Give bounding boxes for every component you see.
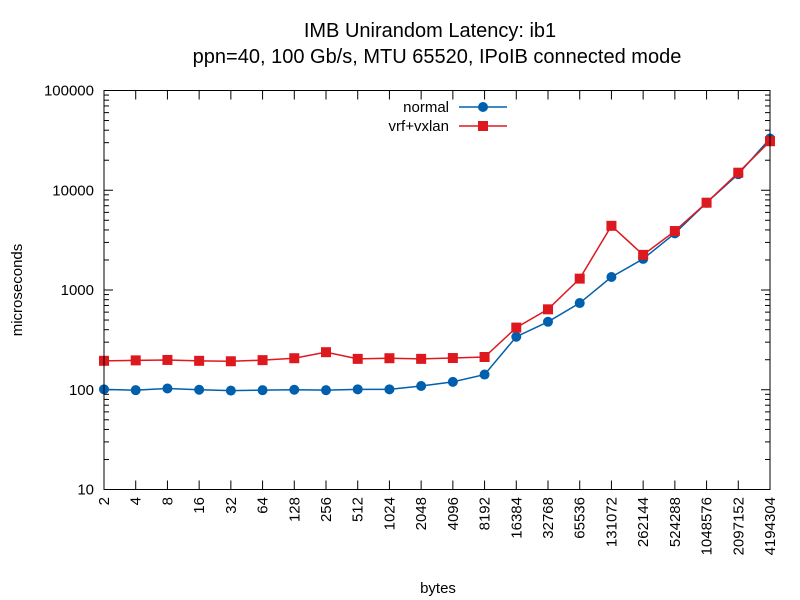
x-tick-label: 2 — [96, 497, 113, 505]
x-tick-label: 8192 — [477, 497, 494, 530]
x-tick-label: 32768 — [540, 497, 557, 539]
x-tick-label: 524288 — [667, 497, 684, 547]
plot-frame — [103, 90, 771, 490]
chart-title: IMB Unirandom Latency: ib1 — [304, 20, 556, 42]
x-tick-label: 8 — [159, 497, 176, 505]
data-point-circle — [225, 385, 236, 396]
x-tick-label: 256 — [318, 497, 335, 522]
data-point-square — [352, 353, 363, 364]
legend-label: vrf+vxlan — [389, 118, 449, 135]
x-tick-label: 128 — [286, 497, 303, 522]
data-point-circle — [130, 385, 141, 396]
data-point-circle — [416, 381, 427, 392]
y-tick-label: 100 — [69, 382, 94, 399]
x-tick-label: 2048 — [413, 497, 430, 530]
series-line — [103, 140, 771, 363]
legend: normal vrf+vxlan — [389, 99, 507, 135]
x-tick-label: 262144 — [635, 497, 652, 547]
x-tick-label: 2097152 — [730, 497, 747, 555]
data-point-circle — [321, 385, 331, 396]
x-tick-label: 1048576 — [699, 497, 716, 555]
data-point-circle — [511, 331, 522, 342]
axis-ticks: 10 100 1000 10000 100000 2 4 8 16 32 64 128 256 512 10… — [44, 83, 779, 556]
x-tick-label: 16 — [191, 497, 208, 514]
data-point-square — [574, 273, 585, 284]
data-point-square — [416, 353, 427, 364]
y-axis-label: microseconds — [9, 244, 26, 337]
data-point-circle — [574, 298, 585, 309]
x-tick-label: 16384 — [508, 497, 525, 539]
data-point-square — [321, 347, 331, 358]
x-tick-label: 131072 — [603, 497, 620, 547]
data-point-square — [606, 220, 617, 231]
data-point-circle — [352, 384, 363, 395]
series-line — [103, 138, 771, 392]
data-point-square — [289, 353, 300, 364]
y-tick-label: 10 — [77, 482, 94, 499]
x-tick-label: 65536 — [572, 497, 589, 539]
x-tick-label: 4 — [128, 497, 145, 505]
x-tick-label: 32 — [223, 497, 240, 514]
data-point-square — [130, 355, 141, 366]
data-point-circle — [606, 271, 617, 282]
data-point-square — [447, 353, 458, 364]
data-point-square — [669, 226, 680, 237]
data-point-circle — [479, 369, 490, 380]
data-point-square — [733, 167, 744, 178]
data-point-square — [162, 354, 173, 365]
data-point-square — [479, 351, 490, 362]
x-tick-label: 4194304 — [762, 497, 779, 555]
x-tick-label: 64 — [255, 497, 272, 514]
x-tick-label: 1024 — [381, 497, 398, 530]
x-tick-label: 512 — [350, 497, 367, 522]
data-point-circle — [194, 384, 205, 395]
y-tick-label: 1000 — [61, 282, 94, 299]
data-point-circle — [384, 384, 395, 395]
legend-marker-circle — [478, 102, 488, 112]
data-point-square — [638, 249, 649, 260]
data-point-square — [543, 304, 553, 315]
data-point-square — [194, 355, 205, 366]
data-point-circle — [162, 383, 173, 394]
data-point-circle — [257, 385, 268, 396]
x-tick-label: 4096 — [445, 497, 462, 530]
x-axis-label: bytes — [420, 580, 456, 597]
data-point-circle — [543, 316, 553, 327]
legend-label: normal — [403, 99, 449, 116]
chart-subtitle: ppn=40, 100 Gb/s, MTU 65520, IPoIB conne… — [193, 46, 682, 68]
series-vrf-vxlan — [99, 136, 775, 367]
legend-marker-square — [478, 121, 488, 131]
data-point-square — [701, 197, 712, 208]
data-point-circle — [289, 384, 300, 395]
data-point-square — [384, 353, 395, 364]
plot-series — [99, 133, 775, 396]
data-point-circle — [447, 376, 458, 387]
y-tick-label: 100000 — [44, 83, 94, 100]
data-point-square — [257, 355, 268, 366]
data-point-square — [225, 356, 236, 367]
y-tick-label: 10000 — [52, 182, 94, 199]
data-point-square — [511, 322, 522, 333]
